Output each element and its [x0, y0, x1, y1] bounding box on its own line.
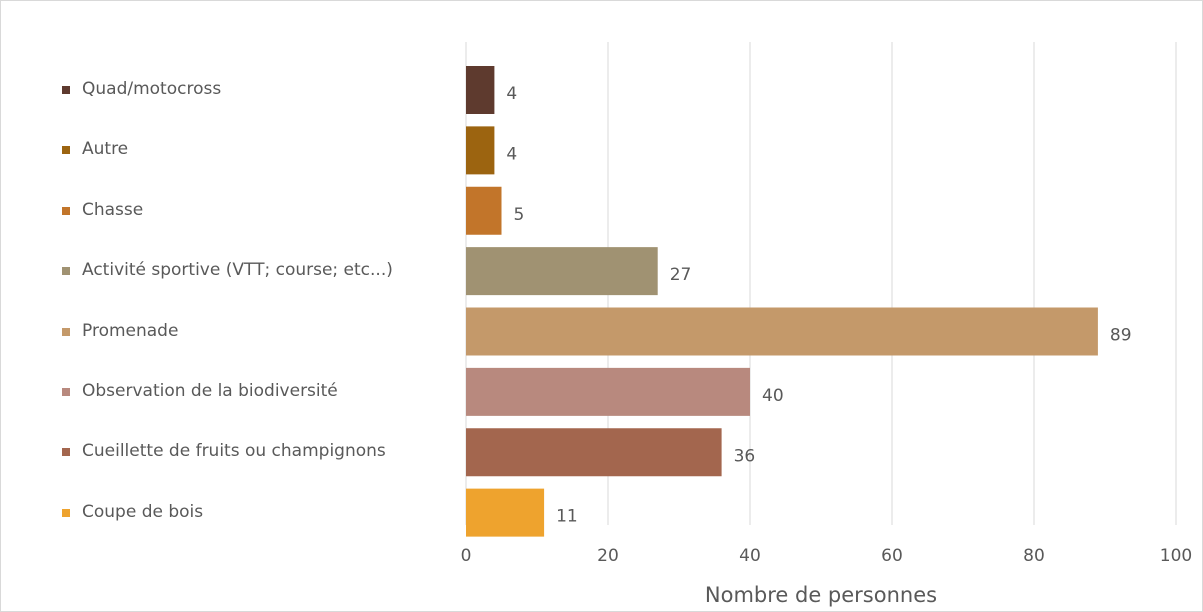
data-label: 4 [506, 84, 517, 104]
x-tick-label: 0 [461, 546, 472, 566]
category-marker [62, 206, 70, 215]
category-marker [62, 267, 70, 276]
bar [466, 367, 750, 416]
data-label: 27 [670, 265, 692, 285]
category-label: Cueillette de fruits ou champignons [82, 441, 386, 462]
x-tick-label: 100 [1160, 546, 1192, 566]
x-tick-label: 80 [1023, 546, 1045, 566]
x-axis-title: Nombre de personnes [705, 583, 937, 607]
category-label: Quad/motocross [82, 79, 222, 99]
data-label: 4 [506, 144, 517, 164]
x-tick-label: 20 [597, 546, 619, 566]
category-marker [62, 146, 70, 155]
data-label: 36 [734, 446, 756, 466]
data-label: 11 [556, 507, 578, 527]
x-tick-label: 40 [739, 546, 761, 566]
bar [466, 247, 658, 296]
bar [466, 307, 1098, 356]
category-label: Observation de la biodiversité [82, 380, 338, 401]
category-label: Activité sportive (VTT; course; etc...) [82, 260, 393, 281]
category-marker [62, 387, 70, 396]
bar [466, 126, 495, 175]
bar [466, 488, 545, 537]
data-label: 5 [514, 205, 525, 225]
category-marker [62, 508, 70, 517]
bar [466, 428, 722, 477]
bar [466, 66, 495, 114]
category-label: Chasse [82, 199, 144, 220]
x-tick-label: 60 [881, 546, 903, 566]
data-label: 40 [762, 386, 784, 406]
category-label: Coupe de bois [82, 501, 204, 522]
category-marker [62, 327, 70, 336]
category-label: Autre [82, 139, 129, 160]
data-label: 89 [1110, 326, 1132, 346]
bar [466, 186, 502, 235]
category-label: Promenade [82, 320, 179, 341]
category-marker [62, 86, 70, 94]
category-marker [62, 448, 70, 457]
